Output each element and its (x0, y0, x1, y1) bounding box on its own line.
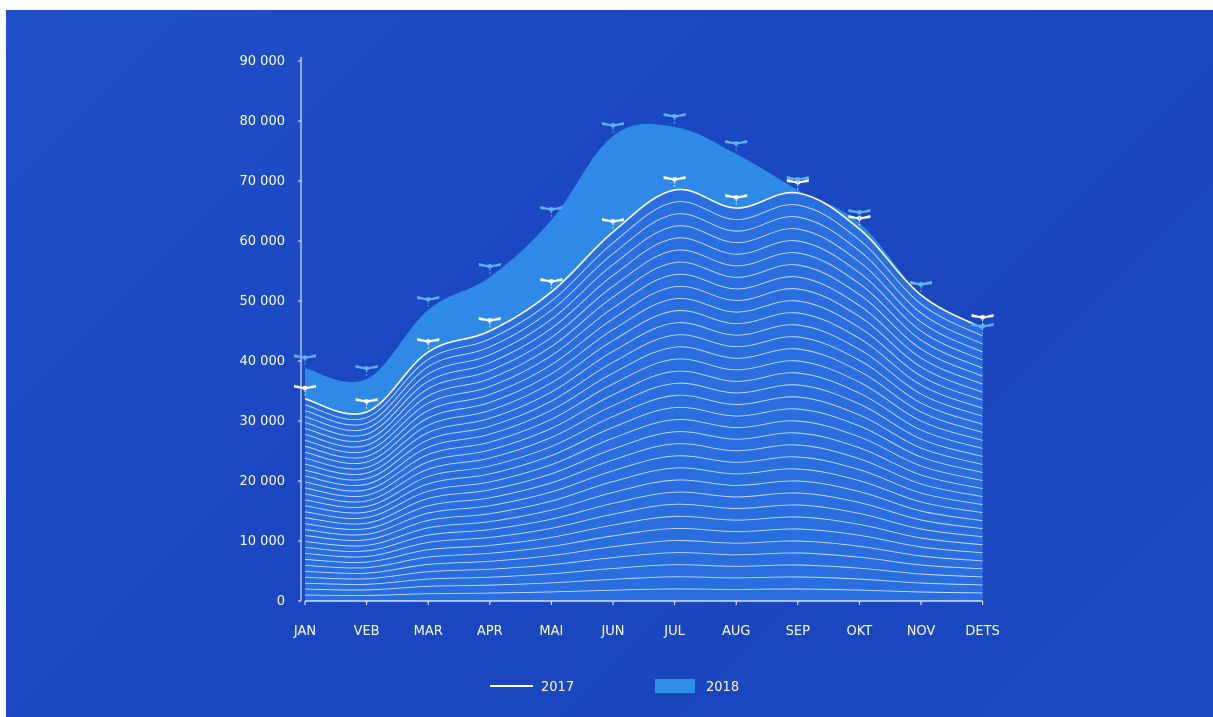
y-tick-label: 80 000 (240, 114, 286, 129)
stacked-lines-layer (304, 188, 983, 596)
plane-marker-2017-veb (355, 398, 378, 410)
plane-marker-2018-okt (848, 209, 871, 221)
plane-marker-2017-jun (602, 218, 624, 230)
x-tick-label-aug: AUG (722, 624, 750, 639)
series-2017-layer-26 (304, 285, 983, 459)
x-tick-label-okt: OKT (847, 624, 873, 639)
series-2017-layer-19 (304, 370, 983, 497)
axes-layer: 0 10 000 20 000 30 000 40 000 50 000 60 000 70 … (240, 54, 1000, 639)
series-2017-layer-32 (304, 213, 983, 426)
x-tick-label-apr: APR (477, 624, 503, 639)
plane-marker-2018-jan (294, 354, 316, 367)
series-2017-layer-34 (304, 188, 983, 415)
y-tick-label: 40 000 (240, 354, 286, 369)
series-2017-layer-17 (304, 394, 983, 508)
y-tick-label: 30 000 (240, 414, 286, 429)
plane-marker-2017-mai (540, 278, 563, 290)
plane-marker-2017-mar (417, 338, 440, 350)
x-tick-label-dets: DETS (965, 624, 999, 639)
plane-marker-2017-aug (725, 194, 748, 206)
plane-marker-2018-nov (910, 281, 932, 293)
legend-swatch-2018 (655, 679, 695, 693)
series-2017-layer-16 (304, 406, 983, 514)
series-2017-layer-23 (304, 322, 983, 475)
series-2017-layer-31 (304, 225, 983, 431)
y-tick-label: 60 000 (240, 234, 286, 249)
series-2017-layer-6 (304, 527, 983, 569)
x-tick-label-nov: NOV (907, 624, 936, 639)
series-2017-layer-30 (304, 237, 983, 437)
plane-marker-2018-mar (417, 296, 440, 308)
series-2017-layer-15 (304, 418, 983, 519)
series-2017-layer-1 (304, 588, 983, 596)
series-2017-layer-3 (304, 564, 983, 585)
plane-marker-2018-aug (725, 140, 748, 152)
series-2017-layer-11 (304, 467, 983, 541)
series-2017-layer-21 (304, 346, 983, 486)
x-tick-label-sep: SEP (786, 624, 810, 639)
series-2017-layer-18 (304, 382, 983, 503)
series-2017-layer-10 (304, 479, 983, 547)
series-2017-layer-20 (304, 358, 983, 492)
series-2017-layer-8 (304, 503, 983, 558)
series-2017-layer-33 (304, 201, 983, 420)
plane-marker-2018-jun (602, 122, 624, 134)
legend-label-2018: 2018 (706, 680, 739, 695)
series-2017-layer-12 (304, 455, 983, 536)
series-2017-layer-28 (304, 261, 983, 448)
plane-marker-2017-jul (663, 176, 686, 188)
plane-marker-2017-jan (294, 384, 316, 397)
plane-marker-2018-jul (663, 113, 686, 125)
series-2017-layer-27 (304, 273, 983, 453)
series-2017-layer-2 (304, 576, 983, 591)
series-2017-layer-5 (304, 540, 983, 574)
y-tick-label: 90 000 (240, 54, 286, 69)
y-tick-label: 20 000 (240, 474, 286, 489)
series-2017-layer-13 (304, 443, 983, 530)
legend-label-2017: 2017 (541, 680, 574, 695)
x-tick-label-mar: MAR (414, 624, 443, 639)
plane-marker-2017-dets (971, 314, 994, 326)
x-tick-label-jan: JAN (293, 624, 316, 639)
series-2017-layer-4 (304, 552, 983, 580)
series-2017-layer-7 (304, 515, 983, 563)
plane-marker-2018-veb (355, 365, 378, 377)
x-tick-label-jun: JUN (600, 624, 624, 639)
series-2017-layer-24 (304, 310, 983, 470)
plane-marker-2017-apr (478, 317, 501, 329)
y-tick-label: 10 000 (240, 534, 286, 549)
x-tick-label-veb: VEB (354, 624, 380, 639)
series-2017-layer-22 (304, 334, 983, 481)
series-2017-layer-25 (304, 297, 983, 464)
legend: 2017 2018 (490, 679, 739, 695)
plane-marker-2018-sep (786, 176, 809, 188)
y-tick-label: 0 (277, 594, 285, 609)
y-tick-label: 70 000 (240, 174, 286, 189)
x-tick-label-jul: JUL (663, 624, 685, 639)
plane-marker-2018-dets (971, 323, 994, 335)
plane-markers-layer (294, 113, 994, 410)
series-2017-layer-14 (304, 431, 983, 525)
plane-marker-2018-mai (540, 206, 563, 218)
x-tick-label-mai: MAI (539, 624, 563, 639)
plane-marker-2018-apr (478, 263, 501, 275)
series-2017-layer-29 (304, 249, 983, 442)
series-2017-layer-9 (304, 491, 983, 552)
y-tick-label: 50 000 (240, 294, 286, 309)
top-strip (0, 0, 1213, 10)
